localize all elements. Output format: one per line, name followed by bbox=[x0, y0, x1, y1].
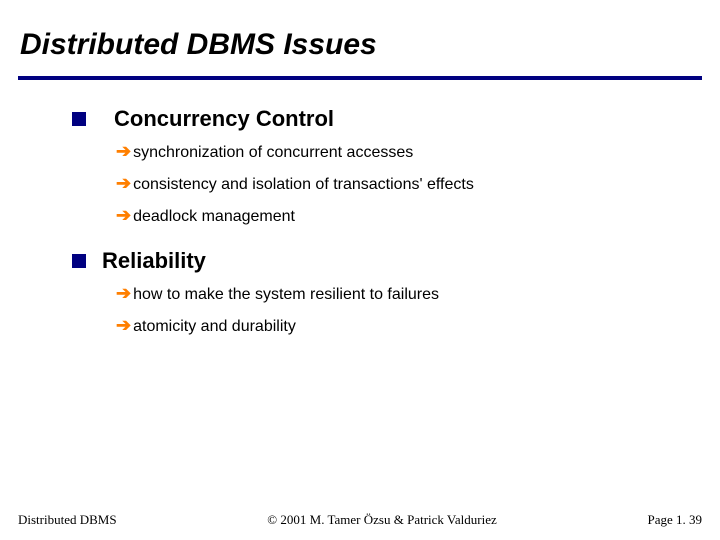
footer: Distributed DBMS © 2001 M. Tamer Özsu & … bbox=[0, 512, 720, 528]
title-region: Distributed DBMS Issues bbox=[0, 0, 720, 70]
topic-label: Reliability bbox=[102, 248, 206, 274]
sub-item: ➔ consistency and isolation of transacti… bbox=[116, 174, 680, 194]
sub-item: ➔ atomicity and durability bbox=[116, 316, 680, 336]
arrow-icon: ➔ bbox=[116, 206, 131, 224]
sub-item-text: consistency and isolation of transaction… bbox=[133, 176, 474, 194]
slide: Distributed DBMS Issues Concurrency Cont… bbox=[0, 0, 720, 540]
footer-right: Page 1. 39 bbox=[647, 512, 702, 528]
sub-item-text: how to make the system resilient to fail… bbox=[133, 286, 439, 304]
slide-title: Distributed DBMS Issues bbox=[20, 28, 700, 62]
arrow-icon: ➔ bbox=[116, 142, 131, 160]
arrow-icon: ➔ bbox=[116, 174, 131, 192]
slide-content: Concurrency Control ➔ synchronization of… bbox=[0, 80, 720, 336]
topic-reliability: Reliability bbox=[72, 248, 680, 274]
square-bullet-icon bbox=[72, 254, 86, 268]
sub-item-text: deadlock management bbox=[133, 208, 295, 226]
sub-items-reliability: ➔ how to make the system resilient to fa… bbox=[116, 284, 680, 336]
footer-left: Distributed DBMS bbox=[18, 512, 117, 528]
sub-item-text: atomicity and durability bbox=[133, 318, 296, 336]
square-bullet-icon bbox=[72, 112, 86, 126]
topic-label: Concurrency Control bbox=[114, 106, 334, 132]
sub-item: ➔ how to make the system resilient to fa… bbox=[116, 284, 680, 304]
sub-item-text: synchronization of concurrent accesses bbox=[133, 144, 413, 162]
sub-items-concurrency: ➔ synchronization of concurrent accesses… bbox=[116, 142, 680, 226]
footer-center: © 2001 M. Tamer Özsu & Patrick Valduriez bbox=[117, 512, 648, 528]
topic-concurrency: Concurrency Control bbox=[72, 106, 680, 132]
arrow-icon: ➔ bbox=[116, 284, 131, 302]
sub-item: ➔ deadlock management bbox=[116, 206, 680, 226]
sub-item: ➔ synchronization of concurrent accesses bbox=[116, 142, 680, 162]
arrow-icon: ➔ bbox=[116, 316, 131, 334]
